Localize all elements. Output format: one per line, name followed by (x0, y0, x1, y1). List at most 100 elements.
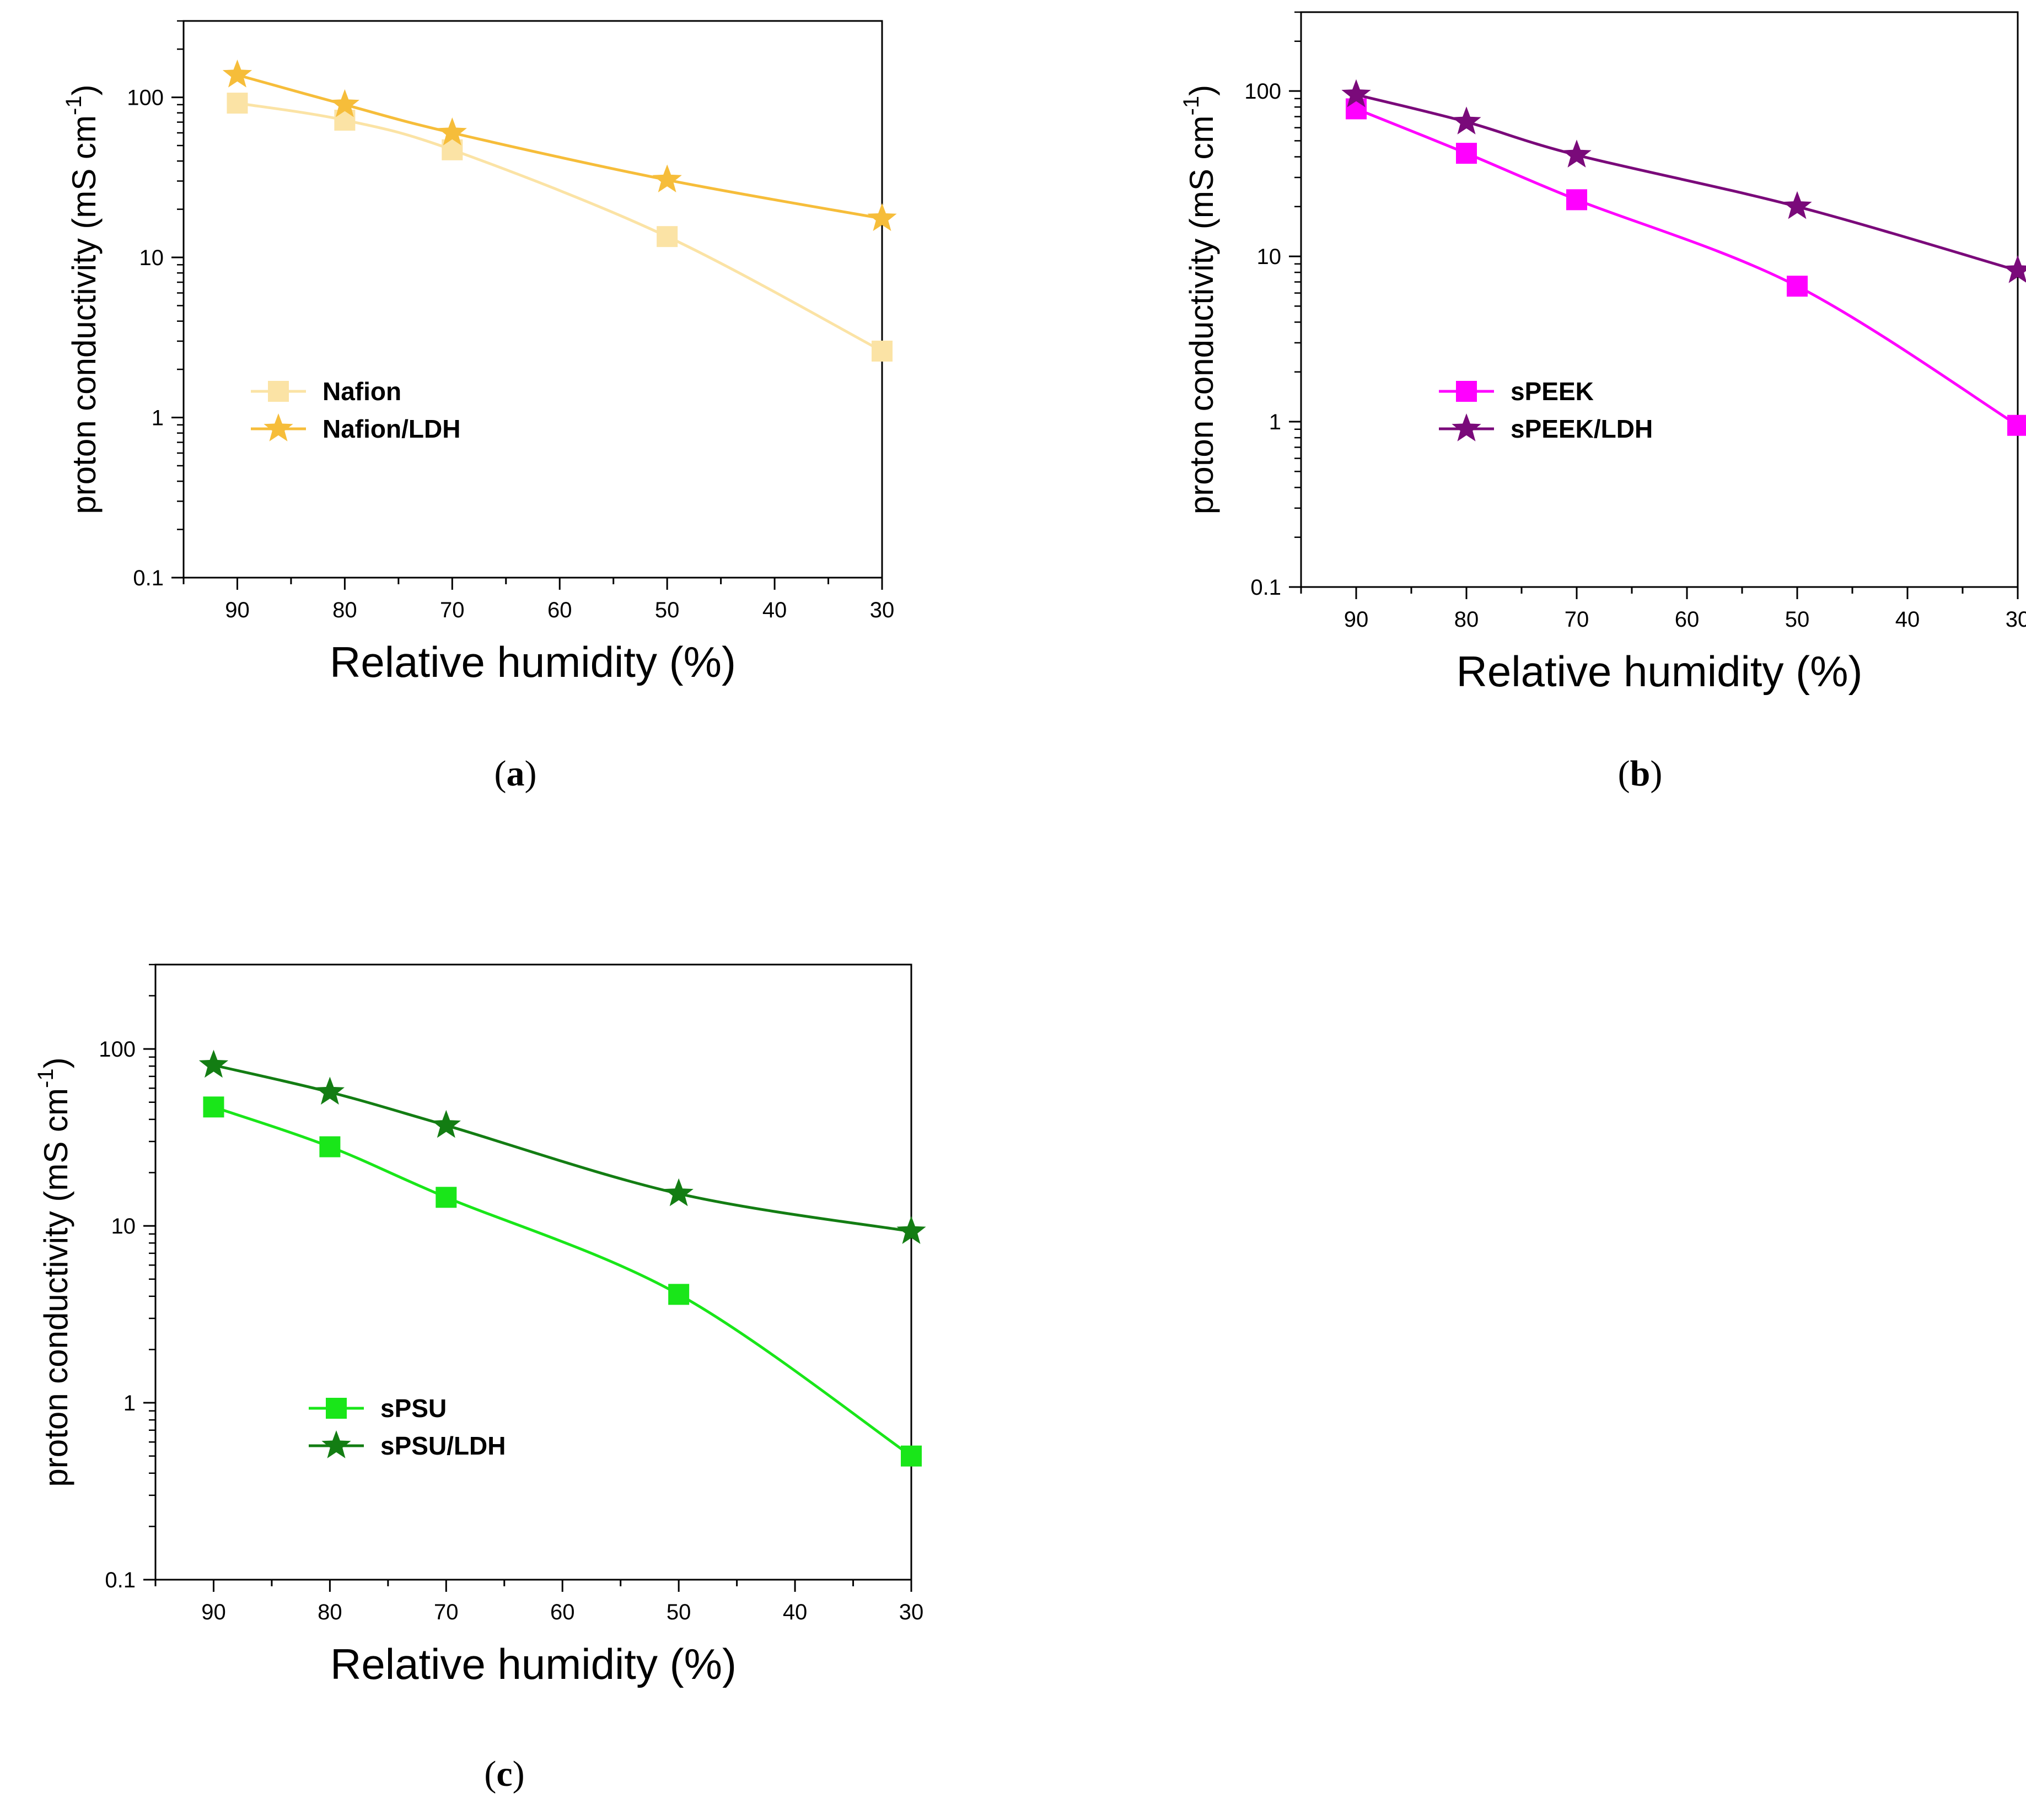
y-axis-label-superscript: -1 (62, 95, 86, 115)
data-point (1456, 143, 1477, 164)
data-point (1452, 106, 1481, 134)
data-point (901, 1445, 922, 1467)
x-tick-label: 60 (550, 1600, 575, 1624)
data-point (2003, 255, 2026, 283)
x-axis-label: Relative humidity (%) (330, 638, 736, 686)
plot-frame (154, 963, 912, 1581)
data-point (203, 1096, 224, 1118)
y-tick-label: 10 (139, 246, 164, 270)
legend-label: Nafion/LDH (323, 414, 460, 443)
x-tick-label: 80 (318, 1600, 342, 1624)
x-tick-label: 90 (201, 1600, 226, 1624)
y-axis-label-superscript: -1 (1179, 96, 1203, 116)
series-line-nafion (237, 101, 883, 353)
caption-close: ) (513, 1754, 525, 1794)
x-tick-label: 80 (332, 598, 357, 622)
series-line-speek (1356, 107, 2019, 427)
data-point (872, 340, 893, 362)
y-tick-label: 100 (99, 1037, 136, 1062)
y-tick-label: 1 (123, 1391, 136, 1415)
y-tick-label: 100 (1244, 79, 1281, 104)
x-tick-label: 50 (667, 1600, 691, 1624)
legend-marker (1456, 381, 1477, 402)
x-axis-label: Relative humidity (%) (330, 1640, 737, 1688)
y-axis-label-close: ) (66, 84, 103, 95)
plot-frame (1300, 11, 2019, 588)
data-point (867, 203, 897, 231)
x-tick-label: 70 (1565, 607, 1589, 632)
data-point (330, 89, 359, 117)
y-axis-label-close: ) (37, 1057, 74, 1068)
caption-close: ) (1650, 753, 1662, 794)
x-axis-label: Relative humidity (%) (1457, 647, 1863, 696)
data-point (668, 1284, 690, 1305)
y-tick-label: 0.1 (1250, 575, 1281, 600)
y-axis-label-text: proton conductivity (mS cm (66, 115, 103, 514)
y-axis-label-text: proton conductivity (mS cm (1183, 115, 1220, 514)
data-point (896, 1216, 926, 1244)
x-tick-label: 30 (870, 598, 895, 622)
data-point (652, 164, 682, 192)
data-point (198, 1049, 229, 1078)
data-point (227, 93, 248, 114)
data-point (431, 1110, 461, 1138)
x-tick-label: 60 (1675, 607, 1700, 632)
caption-open: ( (484, 1754, 496, 1794)
x-tick-label: 40 (783, 1600, 808, 1624)
data-point (1787, 276, 1808, 297)
data-point (1782, 191, 1812, 219)
x-tick-label: 70 (434, 1600, 459, 1624)
panel-a: 90 80 70 60 50 40 30 0.1 1 10 100 Relative humidity… (62, 20, 897, 794)
series-line-nafion-ldh (237, 73, 883, 220)
caption-open: ( (495, 753, 507, 794)
caption-letter: c (496, 1754, 512, 1794)
x-tick-label: 80 (1454, 607, 1479, 632)
x-tick-label: 30 (2006, 607, 2026, 632)
panel-c: 90 80 70 60 50 40 30 0.1 1 10 100 Relative humidity… (34, 963, 926, 1794)
x-tick-label: 90 (225, 598, 250, 622)
x-tick-label: 60 (547, 598, 572, 622)
legend-marker (268, 381, 289, 402)
panel-caption: (a) (495, 753, 537, 794)
data-point (1341, 79, 1371, 107)
data-point (2007, 414, 2026, 436)
x-tick-label: 90 (1344, 607, 1369, 632)
y-axis-label: proton conductivity (mS cm-1) (1179, 85, 1220, 514)
y-tick-label: 1 (152, 406, 164, 430)
y-tick-label: 0.1 (133, 566, 164, 590)
y-tick-label: 10 (1257, 245, 1282, 269)
series-line-spsu (213, 1106, 912, 1457)
y-tick-label: 100 (127, 86, 164, 110)
y-axis-label: proton conductivity (mS cm-1) (62, 84, 103, 514)
legend-marker (321, 1430, 351, 1458)
data-point (1566, 189, 1587, 211)
x-tick-label: 30 (899, 1600, 924, 1624)
caption-close: ) (525, 753, 537, 794)
data-point (315, 1076, 345, 1105)
panel-caption: (c) (484, 1754, 524, 1794)
x-tick-label: 70 (440, 598, 465, 622)
data-point (664, 1178, 694, 1207)
x-tick-label: 40 (762, 598, 787, 622)
data-point (657, 226, 678, 247)
caption-open: ( (1618, 753, 1630, 794)
y-tick-label: 10 (111, 1214, 136, 1239)
x-tick-label: 50 (655, 598, 680, 622)
y-axis-label-superscript: -1 (34, 1068, 58, 1088)
data-point (437, 117, 467, 146)
plot-frame (182, 20, 883, 579)
legend-marker (1452, 413, 1481, 441)
panel-caption: (b) (1618, 753, 1663, 794)
legend-label: sPSU (380, 1394, 447, 1423)
series-line-speek-ldh (1356, 93, 2018, 272)
series-line-spsu-ldh (213, 1064, 912, 1233)
legend-label: sPEEK (1511, 377, 1594, 406)
caption-letter: b (1630, 753, 1651, 794)
y-axis-label-close: ) (1183, 85, 1220, 96)
data-point (222, 60, 252, 88)
legend-label: Nafion (323, 377, 401, 406)
y-tick-label: 1 (1269, 410, 1281, 434)
data-point (436, 1187, 457, 1208)
caption-letter: a (507, 753, 525, 794)
